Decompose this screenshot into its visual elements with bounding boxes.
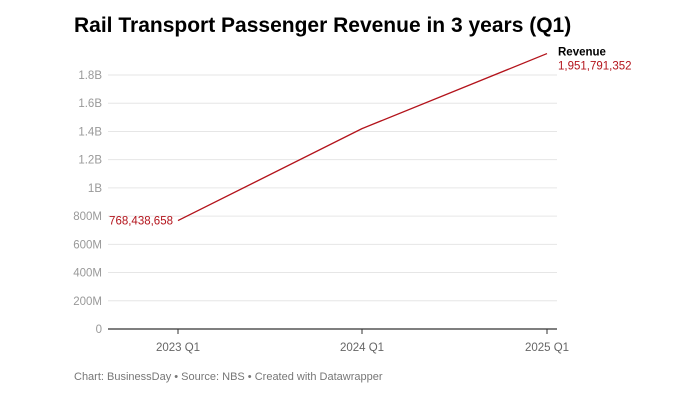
series-label: Revenue — [558, 47, 606, 59]
y-tick-label: 1.2B — [78, 155, 102, 167]
x-tick-label: 2023 Q1 — [156, 342, 200, 354]
revenue-line — [177, 52, 548, 222]
data-label-end: 1,951,791,352 — [558, 61, 632, 73]
data-label-start: 768,438,658 — [109, 216, 173, 228]
chart-footer: Chart: BusinessDay • Source: NBS • Creat… — [74, 371, 383, 383]
y-tick-label: 1.6B — [78, 98, 102, 110]
y-tick-label: 200M — [73, 296, 102, 308]
y-tick-label: 800M — [73, 211, 102, 223]
y-tick-label: 0 — [96, 324, 102, 336]
y-tick-label: 400M — [73, 268, 102, 280]
chart-title: Rail Transport Passenger Revenue in 3 ye… — [74, 14, 572, 37]
y-tick-label: 1.4B — [78, 126, 102, 138]
x-tick-label: 2024 Q1 — [340, 342, 384, 354]
y-tick-label: 1.8B — [78, 70, 102, 82]
y-tick-label: 600M — [73, 239, 102, 251]
x-tick-label: 2025 Q1 — [525, 342, 569, 354]
y-tick-label: 1B — [88, 183, 102, 195]
